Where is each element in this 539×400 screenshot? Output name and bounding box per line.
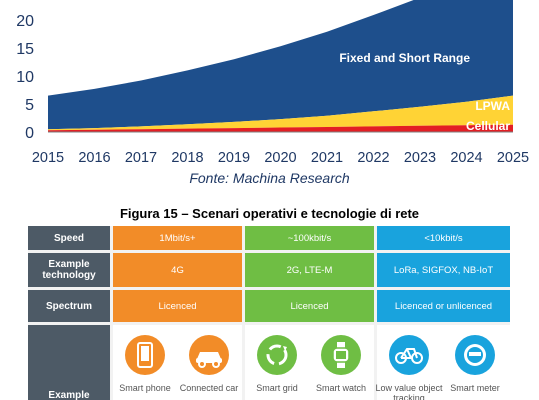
- table-row-speed: Speed 1Mbit/s+ ~100kbit/s <10kbit/s: [28, 226, 510, 250]
- series-label: Fixed and Short Range: [339, 51, 470, 65]
- speed-cell-2: ~100kbit/s: [245, 226, 374, 250]
- spectrum-cell-1: Licenced: [113, 290, 242, 322]
- figure-title: Figura 15 – Scenari operativi e tecnolog…: [119, 206, 420, 221]
- speed-cell-3: <10kbit/s: [377, 226, 510, 250]
- example-label: Smart watch: [315, 383, 366, 393]
- x-tick-label: 2022: [357, 150, 389, 166]
- y-tick-label: 5: [25, 97, 34, 114]
- technology-cell-3: LoRa, SIGFOX, NB-IoT: [377, 253, 510, 287]
- bicycle-icon: [389, 335, 429, 375]
- technology-cell-1: 4G: [113, 253, 242, 287]
- x-tick-label: 2020: [264, 150, 296, 166]
- area-series-1: [48, 95, 513, 131]
- table-row-spectrum: Spectrum Licenced Licenced Licenced or u…: [28, 290, 510, 322]
- y-tick-label: 15: [16, 41, 34, 58]
- smartphone-icon: [125, 335, 165, 375]
- y-tick-label: 0: [25, 125, 34, 142]
- car-icon: [189, 335, 229, 375]
- x-tick-label: 2015: [32, 150, 64, 166]
- examples-panel-3: Low value object tracking Smart meter: [375, 325, 510, 400]
- x-tick-label: 2021: [311, 150, 343, 166]
- example-label: Smart meter: [450, 383, 500, 393]
- network-scenarios-table: Speed 1Mbit/s+ ~100kbit/s <10kbit/s Exam…: [28, 226, 510, 400]
- spectrum-cell-3: Licenced or unlicenced: [377, 290, 510, 322]
- meter-icon: [455, 335, 495, 375]
- series-label: Cellular: [466, 119, 510, 133]
- row-label: Speed: [28, 226, 110, 250]
- examples-panel-2: Smart grid Smart watch: [245, 325, 374, 400]
- table-row-technology: Example technology 4G 2G, LTE-M LoRa, SI…: [28, 253, 510, 287]
- source-caption: Fonte: Machina Research: [189, 170, 350, 186]
- technology-cell-2: 2G, LTE-M: [245, 253, 374, 287]
- x-tick-label: 2016: [78, 150, 110, 166]
- spectrum-cell-2: Licenced: [245, 290, 374, 322]
- example-label: Connected car: [179, 383, 239, 393]
- x-tick-label: 2018: [171, 150, 203, 166]
- examples-panel-1: Smart phone Connected car: [113, 325, 242, 400]
- row-label: Example: [28, 325, 110, 400]
- area-chart: 0 5 10 15 20 2015 2016 2017 2018 2019 2020 2021 2022…: [16, 0, 529, 166]
- recycle-icon: [257, 335, 297, 375]
- y-tick-label: 10: [16, 69, 34, 86]
- example-label: Smart grid: [256, 383, 298, 393]
- example-label: Low value object tracking: [375, 383, 443, 400]
- table-row-examples: Example Smart phone Connected car Smart …: [28, 325, 510, 400]
- row-label: Spectrum: [28, 290, 110, 322]
- row-label: Example technology: [28, 253, 110, 287]
- example-label: Smart phone: [119, 383, 171, 393]
- x-tick-label: 2017: [125, 150, 157, 166]
- area-series-0: [48, 124, 513, 132]
- series-label: LPWA: [475, 99, 510, 113]
- x-tick-label: 2024: [450, 150, 482, 166]
- x-tick-label: 2019: [218, 150, 250, 166]
- speed-cell-1: 1Mbit/s+: [113, 226, 242, 250]
- x-tick-label: 2025: [497, 150, 529, 166]
- area-series-2: [48, 0, 513, 130]
- y-tick-label: 20: [16, 13, 34, 30]
- watch-icon: [321, 335, 361, 375]
- x-tick-label: 2023: [404, 150, 436, 166]
